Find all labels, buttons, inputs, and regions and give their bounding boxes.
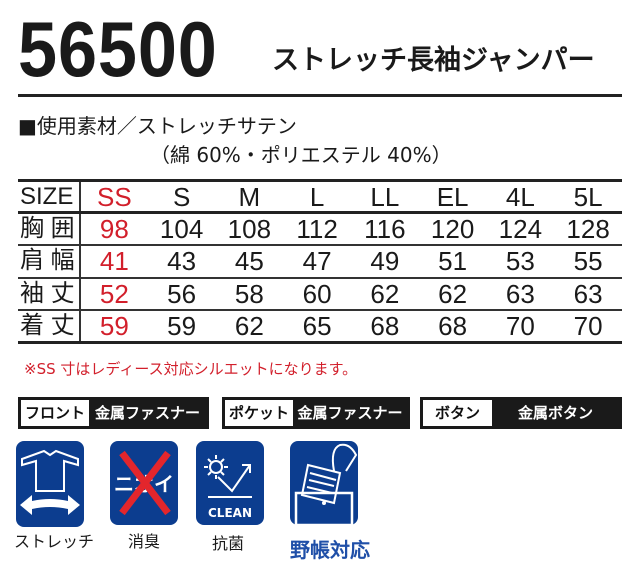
feature-label: 抗菌 bbox=[212, 534, 245, 553]
table-cell: 108 bbox=[215, 212, 284, 247]
antibacterial-icon: CLEAN bbox=[196, 441, 264, 525]
row-label: 袖 丈 bbox=[18, 277, 81, 312]
model-number: 56500 bbox=[18, 5, 218, 93]
spec-pocket: ポケット 金属ファスナー bbox=[222, 397, 410, 429]
spec-key: ボタン bbox=[423, 400, 493, 426]
table-cell: 55 bbox=[554, 245, 622, 279]
spec-front: フロント 金属ファスナー bbox=[18, 397, 209, 429]
table-cell: 104 bbox=[147, 212, 216, 247]
header-cell: 4L bbox=[486, 178, 555, 215]
table-cell: 128 bbox=[554, 212, 622, 247]
spec-value: 金属ファスナー bbox=[297, 404, 403, 422]
material-composition: （綿 60%・ポリエステル 40%） bbox=[150, 143, 452, 167]
table-cell: 63 bbox=[486, 277, 555, 312]
material-line: ■使用素材／ストレッチサテン bbox=[18, 114, 297, 138]
table-row: 袖 丈 52 56 58 60 62 62 63 63 bbox=[18, 277, 622, 312]
size-note: ※SS 寸はレディース対応シルエットになります。 bbox=[24, 360, 358, 378]
table-row: 胸 囲 98 104 108 112 116 120 124 128 bbox=[18, 212, 622, 247]
header-cell: L bbox=[283, 178, 351, 215]
header-cell: S bbox=[147, 178, 216, 215]
table-cell: 59 bbox=[80, 310, 148, 344]
header-cell: EL bbox=[418, 178, 487, 215]
table-cell: 52 bbox=[80, 277, 148, 312]
table-cell: 116 bbox=[351, 212, 419, 247]
deodorant-icon: ニオイ bbox=[110, 441, 178, 525]
table-cell: 56 bbox=[147, 277, 216, 312]
stretch-icon bbox=[16, 441, 84, 527]
table-cell: 62 bbox=[418, 277, 487, 312]
header-cell: 5L bbox=[554, 178, 622, 215]
table-cell: 62 bbox=[215, 310, 284, 344]
table-cell: 112 bbox=[283, 212, 351, 247]
row-label: 胸 囲 bbox=[18, 212, 81, 247]
table-cell: 41 bbox=[80, 245, 148, 279]
feature-label: 消臭 bbox=[128, 532, 161, 551]
table-cell: 68 bbox=[351, 310, 419, 344]
table-cell: 59 bbox=[147, 310, 216, 344]
feature-label: 野帳対応 bbox=[290, 538, 370, 562]
table-cell: 49 bbox=[351, 245, 419, 279]
table-cell: 124 bbox=[486, 212, 555, 247]
field-notebook-icon bbox=[290, 441, 358, 527]
table-cell: 51 bbox=[418, 245, 487, 279]
spec-key: フロント bbox=[21, 400, 90, 426]
header-cell: SS bbox=[80, 178, 148, 215]
table-cell: 70 bbox=[554, 310, 622, 344]
table-cell: 120 bbox=[418, 212, 487, 247]
table-cell: 65 bbox=[283, 310, 351, 344]
icon-text: CLEAN bbox=[208, 506, 252, 520]
table-cell: 62 bbox=[351, 277, 419, 312]
header-cell: M bbox=[215, 178, 284, 215]
table-cell: 60 bbox=[283, 277, 351, 312]
divider bbox=[18, 94, 622, 97]
spec-key: ポケット bbox=[225, 400, 294, 426]
table-header-row: SIZE SS S M L LL EL 4L 5L bbox=[18, 178, 622, 215]
spec-value: 金属ボタン bbox=[518, 404, 594, 422]
table-cell: 45 bbox=[215, 245, 284, 279]
table-cell: 58 bbox=[215, 277, 284, 312]
table-cell: 63 bbox=[554, 277, 622, 312]
header-cell: LL bbox=[351, 178, 419, 215]
table-cell: 98 bbox=[80, 212, 148, 247]
table-cell: 53 bbox=[486, 245, 555, 279]
table-cell: 47 bbox=[283, 245, 351, 279]
spec-button: ボタン 金属ボタン bbox=[420, 397, 622, 429]
table-cell: 68 bbox=[418, 310, 487, 344]
header-cell: SIZE bbox=[18, 178, 81, 215]
table-cell: 70 bbox=[486, 310, 555, 344]
size-table: SIZE SS S M L LL EL 4L 5L 胸 囲 98 104 108 112… bbox=[18, 178, 622, 344]
row-label: 肩 幅 bbox=[18, 245, 81, 279]
feature-label: ストレッチ bbox=[14, 532, 95, 551]
spec-value: 金属ファスナー bbox=[95, 404, 201, 422]
row-label: 着 丈 bbox=[18, 310, 81, 344]
table-row: 着 丈 59 59 62 65 68 68 70 70 bbox=[18, 310, 622, 344]
table-cell: 43 bbox=[147, 245, 216, 279]
product-title: ストレッチ長袖ジャンパー bbox=[272, 45, 595, 76]
table-row: 肩 幅 41 43 45 47 49 51 53 55 bbox=[18, 245, 622, 279]
